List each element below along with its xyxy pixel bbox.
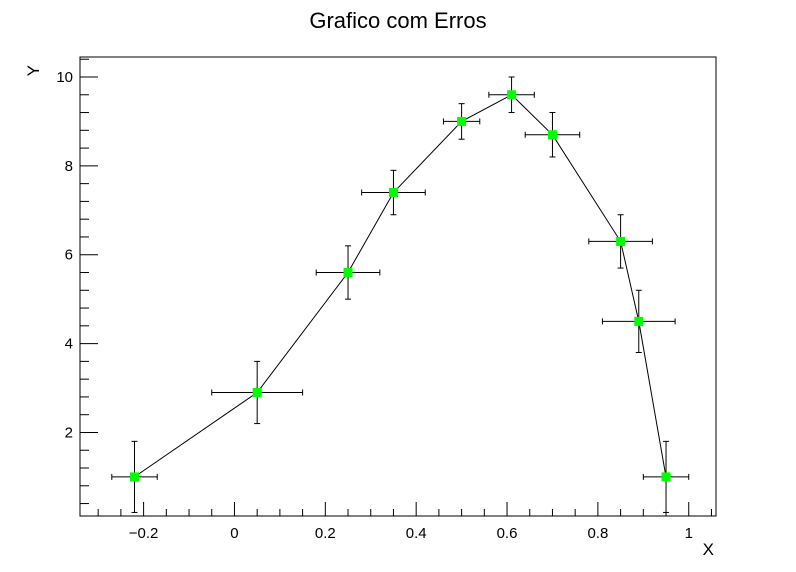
y-tick-label: 2 [65,424,73,441]
data-point-marker [388,188,398,198]
y-tick-label: 8 [65,158,73,175]
data-point-marker [634,316,644,326]
x-tick-label: 1 [685,525,693,542]
x-tick-label: −0.2 [129,525,159,542]
data-point-marker [130,472,140,482]
x-axis-label: X [703,540,714,559]
x-tick-label: 0.4 [406,525,427,542]
data-point-marker [507,90,517,100]
y-axis-label: Y [24,65,43,76]
x-tick-label: 0.8 [587,525,608,542]
y-tick-label: 4 [65,336,73,353]
x-tick-label: 0.2 [315,525,336,542]
x-axis: −0.2 0 0.2 0.4 0.6 0.8 1 [97,502,712,542]
data-point-marker [661,472,671,482]
data-point-marker [547,130,557,140]
plot-frame [79,56,717,517]
plot-area [111,76,690,513]
data-point-marker [343,268,353,278]
data-point-marker [616,236,626,246]
series-line [134,94,667,478]
y-axis: 2 4 6 8 10 [56,58,98,505]
x-tick-label: 0 [230,525,238,542]
chart-title: Grafico com Erros [309,8,486,33]
x-tick-label: 0.6 [497,525,518,542]
data-point-marker [252,387,262,397]
data-point-marker [457,116,467,126]
y-tick-label: 6 [65,247,73,264]
y-tick-label: 10 [56,69,73,86]
